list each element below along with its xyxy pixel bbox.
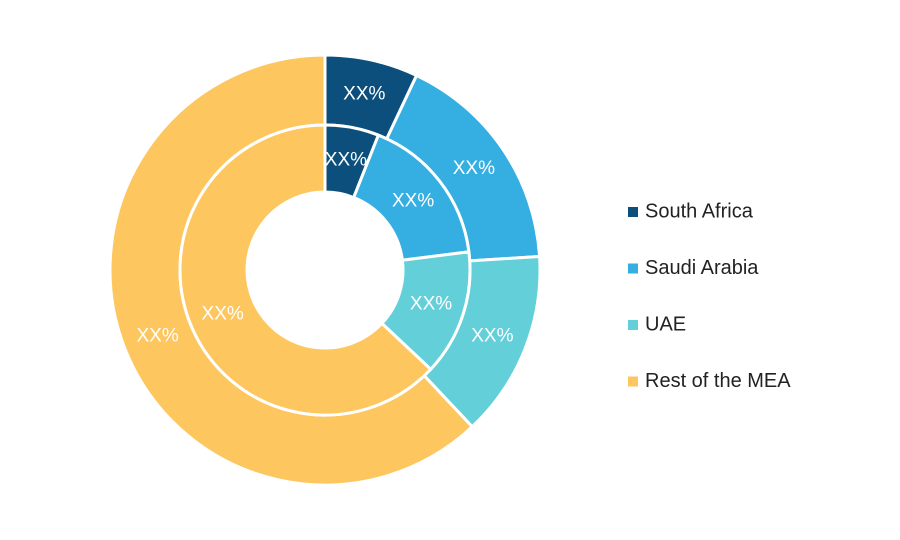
legend-marker (628, 320, 638, 330)
legend-label: South Africa (645, 200, 754, 222)
legend-label: Saudi Arabia (645, 257, 759, 279)
segment-label: XX% (410, 293, 452, 314)
segment-label: XX% (137, 325, 179, 346)
segment-label: XX% (453, 158, 495, 179)
segment-label: XX% (325, 149, 367, 170)
legend-label: Rest of the MEA (645, 370, 791, 392)
legend-marker (628, 207, 638, 217)
segment-label: XX% (343, 83, 385, 104)
segment-label: XX% (471, 325, 513, 346)
segment-label: XX% (202, 303, 244, 324)
legend-marker (628, 376, 638, 387)
legend-label: UAE (645, 313, 686, 335)
segment-label: XX% (392, 191, 434, 212)
donut-segment (178, 123, 433, 417)
legend-marker (628, 263, 638, 274)
